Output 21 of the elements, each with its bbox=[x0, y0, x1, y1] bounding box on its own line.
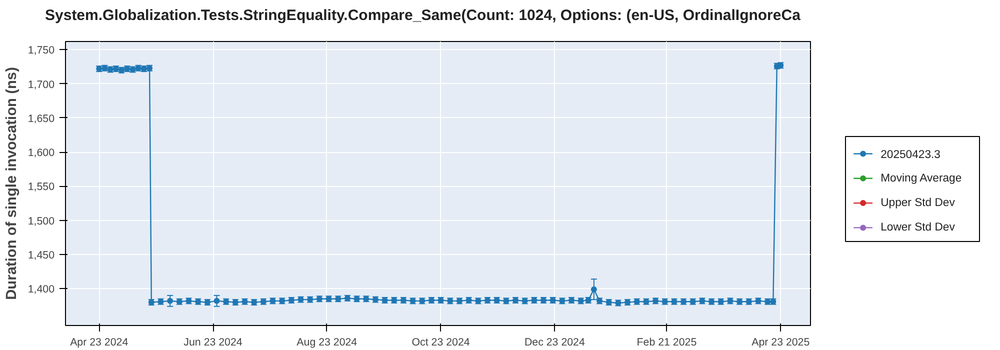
x-tick-label: Aug 23 2024 bbox=[296, 336, 358, 348]
legend-label: Moving Average bbox=[880, 172, 962, 184]
y-tick-label: 1,500 bbox=[28, 215, 55, 228]
y-tick-label: 1,700 bbox=[28, 78, 55, 91]
x-tick-label: Feb 21 2025 bbox=[636, 336, 697, 348]
y-axis-title: Duration of single invocation (ns) bbox=[4, 66, 20, 300]
legend-label: 20250423.3 bbox=[880, 148, 940, 161]
y-tick-label: 1,450 bbox=[28, 250, 55, 262]
x-tick-label: Jun 23 2024 bbox=[184, 336, 242, 348]
chart-title: System.Globalization.Tests.StringEquality.Compare_Same(Count: 1024, Options: (en-US, OrdinalIgnoreCa bbox=[45, 6, 800, 26]
x-tick-label: Dec 23 2024 bbox=[524, 336, 585, 348]
y-tick-label: 1,750 bbox=[28, 44, 55, 57]
y-tick-label: 1,400 bbox=[28, 284, 55, 296]
y-tick-label: 1,600 bbox=[28, 147, 55, 160]
legend-label: Upper Std Dev bbox=[880, 197, 956, 210]
x-tick-label: Oct 23 2024 bbox=[412, 336, 470, 348]
y-tick-label: 1,650 bbox=[28, 112, 55, 125]
x-tick-label: Apr 23 2024 bbox=[70, 336, 128, 348]
y-tick-label: 1,550 bbox=[28, 181, 55, 194]
x-tick-label: Apr 23 2025 bbox=[752, 336, 810, 348]
legend-label: Lower Std Dev bbox=[880, 222, 956, 234]
